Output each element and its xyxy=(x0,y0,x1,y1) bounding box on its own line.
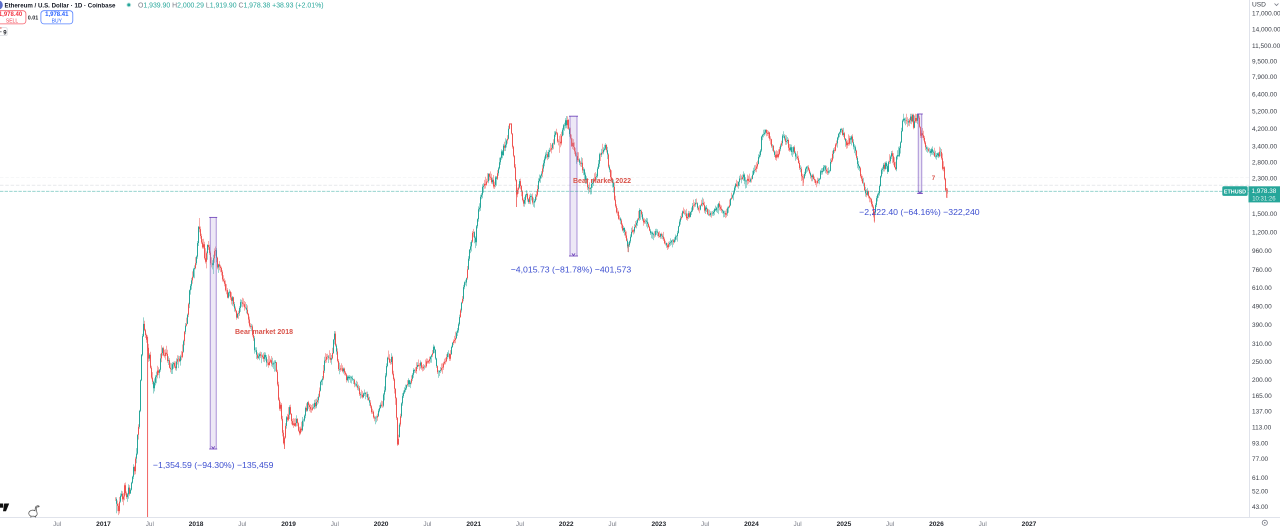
svg-text:77.00: 77.00 xyxy=(1252,456,1269,463)
svg-text:Jul: Jul xyxy=(238,521,246,528)
svg-text:5,200.00: 5,200.00 xyxy=(1252,108,1277,115)
svg-text:Bear market 2022: Bear market 2022 xyxy=(573,178,631,185)
svg-text:Jul: Jul xyxy=(979,521,987,528)
svg-text:9: 9 xyxy=(3,30,7,36)
svg-text:Jul: Jul xyxy=(53,521,61,528)
svg-text:Jul: Jul xyxy=(608,521,616,528)
svg-text:Jul: Jul xyxy=(701,521,709,528)
svg-text:Jul: Jul xyxy=(886,521,894,528)
svg-text:960.00: 960.00 xyxy=(1252,248,1272,255)
svg-text:0.01: 0.01 xyxy=(28,15,39,21)
svg-text:2026: 2026 xyxy=(929,521,944,528)
svg-text:93.00: 93.00 xyxy=(1252,440,1269,447)
svg-text:3,400.00: 3,400.00 xyxy=(1252,144,1277,151)
svg-text:BUY: BUY xyxy=(52,18,63,24)
svg-text:2022: 2022 xyxy=(559,521,574,528)
svg-text:Jul: Jul xyxy=(516,521,524,528)
svg-text:Jul: Jul xyxy=(331,521,339,528)
svg-text:11,500.00: 11,500.00 xyxy=(1252,43,1280,50)
svg-text:61.00: 61.00 xyxy=(1252,475,1269,482)
svg-text:9,500.00: 9,500.00 xyxy=(1252,59,1277,66)
svg-text:250.00: 250.00 xyxy=(1252,359,1272,366)
svg-text:Ethereum / U.S. Dollar · 1D ·: Ethereum / U.S. Dollar · 1D · Coinbase xyxy=(5,2,116,9)
svg-text:2019: 2019 xyxy=(281,521,296,528)
svg-text:43.00: 43.00 xyxy=(1252,504,1269,511)
svg-text:2023: 2023 xyxy=(651,521,666,528)
svg-text:17,000.00: 17,000.00 xyxy=(1252,11,1280,18)
svg-text:760.00: 760.00 xyxy=(1252,267,1272,274)
svg-text:1,200.00: 1,200.00 xyxy=(1252,229,1277,236)
svg-text:ETHUSD: ETHUSD xyxy=(1224,189,1246,195)
svg-text:O1,939.90 H2,000.29 L1,919.90: O1,939.90 H2,000.29 L1,919.90 C1,978.38 … xyxy=(138,2,324,9)
svg-text:2018: 2018 xyxy=(189,521,204,528)
svg-text:1,978.38: 1,978.38 xyxy=(1251,188,1276,195)
svg-text:2020: 2020 xyxy=(374,521,389,528)
svg-text:7,900.00: 7,900.00 xyxy=(1252,74,1277,81)
svg-text:Jul: Jul xyxy=(423,521,431,528)
svg-text:137.00: 137.00 xyxy=(1252,409,1272,416)
svg-text:200.00: 200.00 xyxy=(1252,377,1272,384)
svg-text:490.00: 490.00 xyxy=(1252,303,1272,310)
svg-text:Bear market 2018: Bear market 2018 xyxy=(235,329,293,336)
svg-text:1,500.00: 1,500.00 xyxy=(1252,211,1277,218)
svg-text:1,978.40: 1,978.40 xyxy=(0,12,23,18)
svg-text:2027: 2027 xyxy=(1022,521,1037,528)
svg-text:2017: 2017 xyxy=(96,521,111,528)
svg-text:165.00: 165.00 xyxy=(1252,393,1272,400)
svg-text:2,800.00: 2,800.00 xyxy=(1252,160,1277,167)
svg-text:2021: 2021 xyxy=(466,521,481,528)
svg-text:10:31:26: 10:31:26 xyxy=(1252,196,1276,202)
svg-text:2024: 2024 xyxy=(744,521,759,528)
svg-text:Jul: Jul xyxy=(794,521,802,528)
svg-text:Jul: Jul xyxy=(146,521,154,528)
svg-text:113.00: 113.00 xyxy=(1252,424,1272,431)
svg-text:4,200.00: 4,200.00 xyxy=(1252,126,1277,133)
svg-text:−4,015.73 (−81.78%) −401,573: −4,015.73 (−81.78%) −401,573 xyxy=(511,265,632,275)
svg-text:7: 7 xyxy=(932,175,936,182)
svg-text:USD: USD xyxy=(1252,2,1266,9)
svg-text:2,300.00: 2,300.00 xyxy=(1252,176,1277,183)
svg-text:−2,222.40 (−64.16%) −322,240: −2,222.40 (−64.16%) −322,240 xyxy=(859,207,980,217)
svg-text:390.00: 390.00 xyxy=(1252,322,1272,329)
svg-text:2025: 2025 xyxy=(837,521,852,528)
svg-text:−1,354.59 (−94.30%) −135,459: −1,354.59 (−94.30%) −135,459 xyxy=(153,460,274,470)
svg-text:310.00: 310.00 xyxy=(1252,341,1272,348)
svg-text:610.00: 610.00 xyxy=(1252,285,1272,292)
svg-text:52.00: 52.00 xyxy=(1252,488,1269,495)
svg-text:6,400.00: 6,400.00 xyxy=(1252,91,1277,98)
svg-text:1,978.41: 1,978.41 xyxy=(45,12,69,18)
svg-text:14,000.00: 14,000.00 xyxy=(1252,27,1280,34)
svg-text:SELL: SELL xyxy=(6,18,18,24)
